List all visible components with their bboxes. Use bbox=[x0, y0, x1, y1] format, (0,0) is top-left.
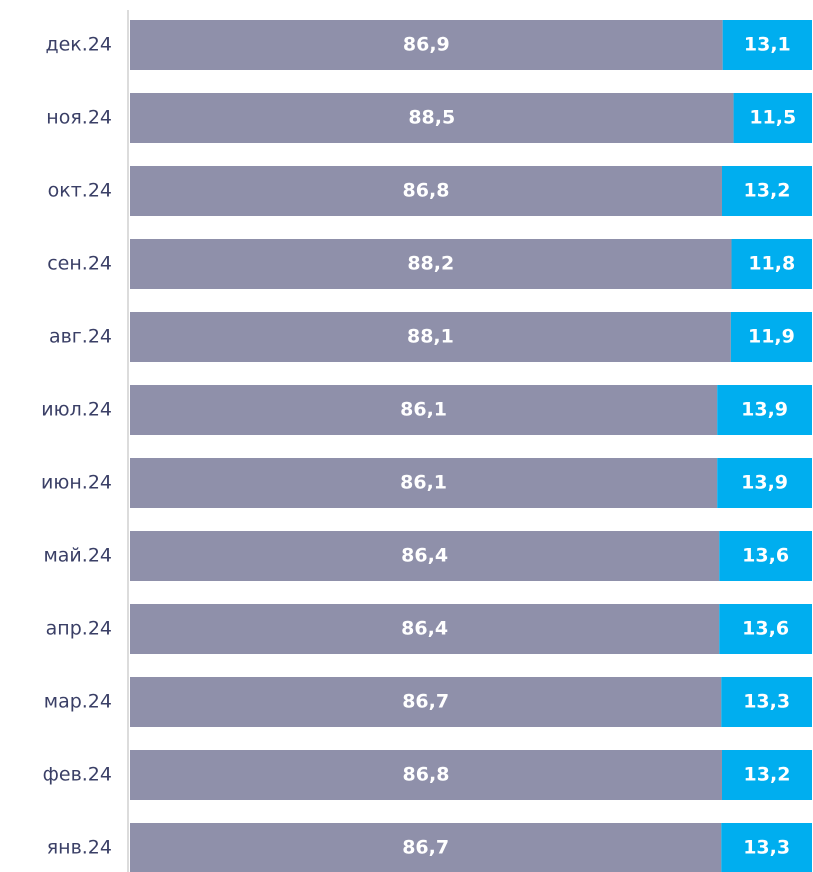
value-label: 86,4 bbox=[401, 545, 448, 567]
category-label: апр.24 bbox=[46, 618, 112, 640]
bar-segment bbox=[717, 458, 812, 508]
bar-segment bbox=[721, 677, 812, 727]
bar-segment bbox=[130, 458, 718, 508]
category-label: фев.24 bbox=[43, 764, 112, 786]
bar-segment bbox=[733, 93, 812, 143]
value-label: 86,9 bbox=[403, 34, 450, 56]
value-label: 13,3 bbox=[743, 691, 790, 713]
bar-segment bbox=[719, 531, 812, 581]
value-label: 86,8 bbox=[403, 764, 450, 786]
bar-segment bbox=[130, 312, 731, 362]
value-label: 13,9 bbox=[741, 399, 788, 421]
value-label: 13,6 bbox=[742, 545, 789, 567]
bar-segment bbox=[130, 750, 722, 800]
bar-segment bbox=[130, 385, 718, 435]
bar-segment bbox=[722, 20, 812, 70]
bar-segment bbox=[130, 166, 722, 216]
category-label: мар.24 bbox=[44, 691, 112, 713]
value-label: 86,7 bbox=[402, 837, 449, 859]
value-label: 88,1 bbox=[407, 326, 454, 348]
bar-segment bbox=[721, 166, 812, 216]
bar-segment bbox=[130, 531, 720, 581]
bar-segment bbox=[130, 823, 722, 872]
bar-segment bbox=[731, 239, 812, 289]
value-label: 86,7 bbox=[402, 691, 449, 713]
category-label: сен.24 bbox=[47, 253, 112, 275]
value-label: 13,6 bbox=[742, 618, 789, 640]
value-label: 13,2 bbox=[744, 180, 791, 202]
bar-segment bbox=[721, 750, 812, 800]
bar-segment bbox=[130, 20, 723, 70]
bar-segment bbox=[719, 604, 812, 654]
bar-segment bbox=[130, 604, 720, 654]
value-label: 13,1 bbox=[744, 34, 791, 56]
category-label: май.24 bbox=[43, 545, 112, 567]
value-label: 13,2 bbox=[744, 764, 791, 786]
value-label: 13,3 bbox=[743, 837, 790, 859]
category-label: июн.24 bbox=[41, 472, 112, 494]
value-label: 11,5 bbox=[749, 107, 796, 129]
value-label: 86,8 bbox=[403, 180, 450, 202]
bar-segment bbox=[130, 239, 732, 289]
value-label: 88,5 bbox=[408, 107, 455, 129]
value-label: 86,1 bbox=[400, 399, 447, 421]
category-label: янв.24 bbox=[47, 837, 112, 859]
value-label: 88,2 bbox=[407, 253, 454, 275]
bar-segment bbox=[130, 93, 734, 143]
value-label: 86,4 bbox=[401, 618, 448, 640]
value-label: 13,9 bbox=[741, 472, 788, 494]
value-label: 11,8 bbox=[748, 253, 795, 275]
bar-segment bbox=[730, 312, 812, 362]
bar-segment bbox=[717, 385, 812, 435]
category-label: авг.24 bbox=[49, 326, 112, 348]
category-label: дек.24 bbox=[45, 34, 112, 56]
category-label: ноя.24 bbox=[46, 107, 112, 129]
bar-segment bbox=[130, 677, 722, 727]
bar-segment bbox=[721, 823, 812, 872]
value-label: 11,9 bbox=[748, 326, 795, 348]
value-label: 86,1 bbox=[400, 472, 447, 494]
category-label: июл.24 bbox=[41, 399, 112, 421]
category-label: окт.24 bbox=[48, 180, 112, 202]
